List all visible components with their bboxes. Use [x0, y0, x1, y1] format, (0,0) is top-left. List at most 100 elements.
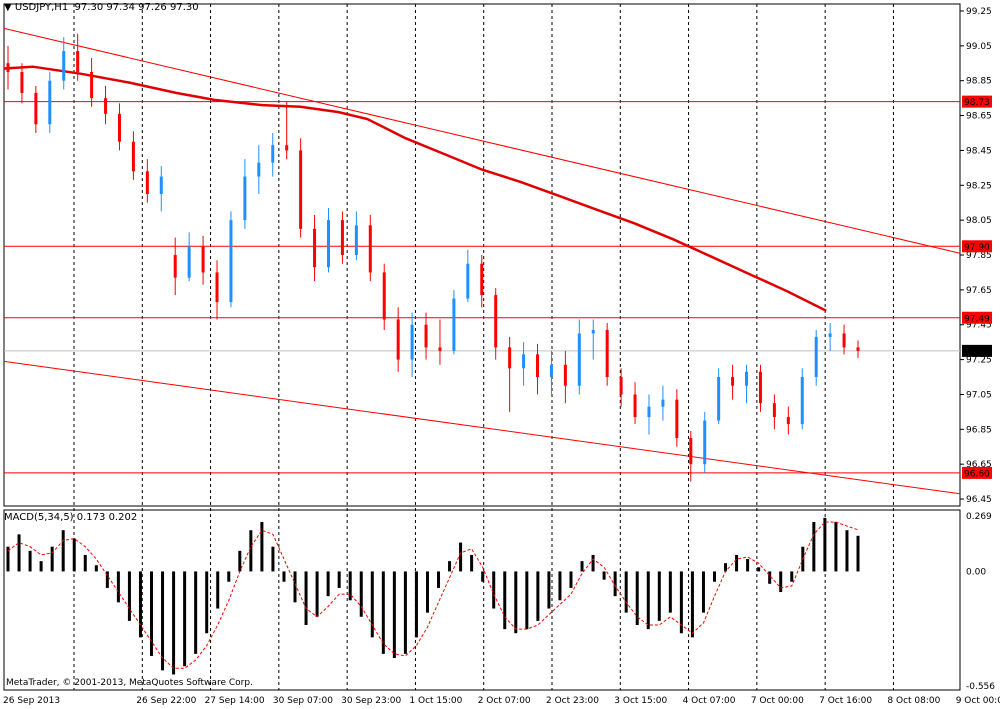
macd-histogram-bar: [580, 561, 584, 572]
candle-body: [772, 403, 776, 418]
macd-histogram-bar: [735, 554, 739, 572]
macd-histogram-bar: [161, 571, 165, 671]
price-axis-label: 96.45: [966, 495, 992, 505]
macd-histogram-bar: [138, 571, 142, 638]
macd-histogram-bar: [525, 571, 529, 630]
time-axis-label: 7 Oct 00:00: [751, 696, 804, 706]
price-axis-label: 97.25: [966, 356, 992, 366]
macd-histogram-bar: [205, 571, 209, 634]
candle-body: [34, 92, 38, 125]
macd-histogram-bar: [635, 571, 639, 626]
macd-histogram-bar: [712, 571, 716, 582]
candle-body: [563, 364, 567, 386]
candle-body: [703, 420, 707, 465]
time-axis-label: 26 Sep 2013: [3, 696, 60, 706]
macd-histogram-bar: [172, 571, 176, 675]
candle-body: [6, 63, 10, 72]
macd-histogram-bar: [183, 571, 187, 667]
macd-histogram-bar: [481, 571, 485, 582]
macd-histogram-bar: [271, 546, 275, 572]
time-axis-label: 9 Oct 00:00: [956, 696, 1000, 706]
price-axis-label: 99.25: [966, 7, 992, 17]
candle-body: [494, 295, 498, 348]
candle-body: [731, 377, 735, 386]
symbol-header: ▼ USDJPY,H1 97.30 97.34 97.26 97.30: [4, 2, 199, 13]
copyright-text: MetaTrader, © 2001-2013, MetaQuotes Soft…: [6, 678, 253, 688]
candle-body: [814, 336, 818, 378]
macd-histogram-bar: [105, 571, 109, 588]
candle-body: [466, 263, 470, 299]
candle-body: [549, 364, 553, 378]
candle-body: [201, 246, 205, 273]
candle-body: [424, 324, 428, 348]
price-axis-label: 97.05: [966, 390, 992, 400]
level-price-label: 97.90: [964, 243, 990, 253]
candle-body: [243, 176, 247, 221]
macd-histogram-bar: [293, 571, 297, 603]
candle-body: [508, 347, 512, 369]
time-axis-label: 2 Oct 23:00: [546, 696, 599, 706]
macd-histogram-bar: [116, 571, 120, 603]
macd-histogram-bar: [470, 554, 474, 572]
macd-histogram-bar: [194, 571, 198, 654]
candle-body: [299, 150, 303, 229]
macd-histogram-bar: [127, 571, 131, 621]
candle-body: [131, 141, 135, 172]
candle-body: [800, 377, 804, 425]
macd-histogram-bar: [690, 571, 694, 638]
trend-line[interactable]: [3, 360, 961, 495]
price-axis-label: 98.45: [966, 146, 992, 156]
candle-body: [340, 220, 344, 255]
time-axis-label: 2 Oct 07:00: [478, 696, 531, 706]
time-axis-label: 30 Sep 07:00: [273, 696, 333, 706]
time-axis-label: 4 Oct 07:00: [683, 696, 736, 706]
current-price-tag: [962, 344, 992, 357]
candle-body: [647, 406, 651, 418]
macd-histogram-bar: [624, 571, 628, 613]
macd-histogram-bar: [315, 571, 319, 617]
macd-histogram-bar: [6, 546, 10, 572]
macd-panel-frame: [3, 509, 961, 691]
trend-line[interactable]: [3, 27, 961, 254]
macd-histogram-bar: [72, 538, 76, 572]
time-axis-label: 8 Oct 08:00: [887, 696, 940, 706]
macd-histogram-bar: [812, 521, 816, 572]
candle-body: [480, 263, 484, 296]
macd-histogram-bar: [746, 559, 750, 572]
macd-histogram-bar: [403, 571, 407, 654]
macd-histogram-bar: [326, 571, 330, 597]
macd-histogram-bar: [834, 521, 838, 572]
candle-body: [215, 272, 219, 303]
candle-body: [856, 347, 860, 351]
candle-body: [438, 347, 442, 351]
candle-body: [159, 176, 163, 194]
candle-body: [536, 354, 540, 378]
candle-body: [745, 371, 749, 386]
price-axis-label: 98.25: [966, 181, 992, 191]
macd-histogram-bar: [558, 571, 562, 601]
macd-histogram-bar: [448, 561, 452, 572]
macd-axis-label: -0.556: [966, 682, 995, 692]
candle-body: [382, 272, 386, 320]
symbol-label: USDJPY,H1: [14, 2, 69, 13]
candle-body: [257, 162, 261, 177]
candle-body: [20, 71, 24, 93]
chevron-down-icon[interactable]: ▼: [4, 2, 12, 13]
time-axis-label: 7 Oct 16:00: [819, 696, 872, 706]
macd-histogram-bar: [459, 542, 463, 572]
macd-histogram-bar: [414, 571, 418, 638]
macd-histogram-bar: [337, 571, 341, 588]
level-price-label: 97.49: [964, 314, 990, 324]
candle-body: [410, 324, 414, 360]
level-price-label: 96.60: [964, 469, 990, 479]
candle-body: [145, 171, 149, 194]
price-axis-label: 97.45: [966, 321, 992, 331]
price-axis-label: 98.65: [966, 112, 992, 122]
macd-histogram-bar: [392, 571, 396, 658]
price-axis-label: 96.65: [966, 460, 992, 470]
level-price-label: 98.73: [964, 98, 990, 108]
macd-histogram-bar: [39, 561, 43, 572]
time-axis-label: 26 Sep 22:00: [136, 696, 196, 706]
